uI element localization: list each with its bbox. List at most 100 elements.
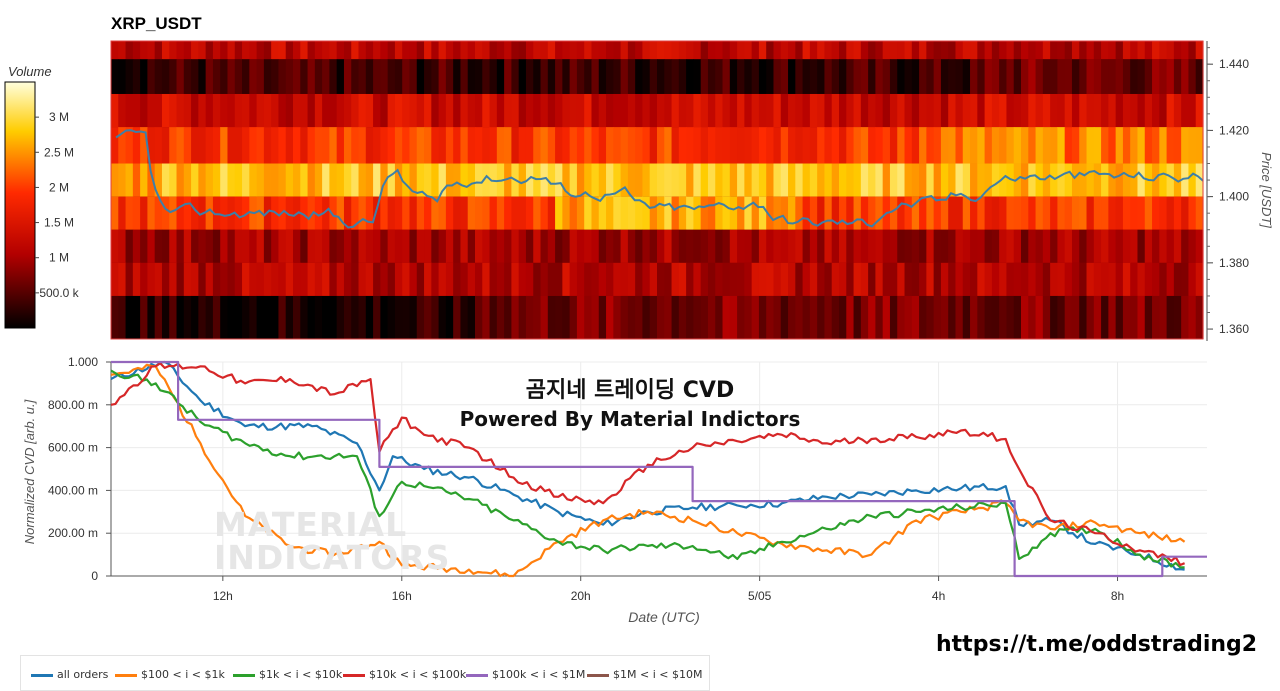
heatmap-cell [715,59,724,94]
heatmap-cell [394,262,403,296]
heatmap-cell [1028,59,1037,94]
legend-item[interactable]: $100k < i < $1M [466,668,585,681]
legend-label: $100k < i < $1M [492,668,586,681]
legend-item[interactable]: $10k < i < $100k [343,668,466,681]
heatmap-cell [562,229,571,263]
heatmap-cell [489,41,498,60]
heatmap-cell [1013,229,1022,263]
heatmap-cell [161,127,170,164]
heatmap-cell [1035,59,1044,94]
heatmap-cell [191,229,199,263]
heatmap-cell [1086,93,1095,128]
heatmap-cell [984,295,993,339]
legend-item[interactable]: $1k < i < $10k [233,668,342,681]
price-tick-label: 1.380 [1219,256,1249,270]
heatmap-cell [212,196,221,230]
heatmap-cell [205,295,214,339]
heatmap-cell [1086,262,1095,296]
heatmap-cell [729,262,738,296]
heatmap-cell [1064,127,1073,164]
heatmap-cell [802,196,811,230]
heatmap-cell [242,59,250,94]
channel-url[interactable]: https://t.me/oddstrading2 [936,632,1258,657]
heatmap-cell [1152,93,1160,128]
heatmap-cell [678,196,687,230]
heatmap-cell [212,295,221,339]
heatmap-cell [635,93,644,128]
heatmap-cell [176,295,185,339]
heatmap-cell [402,41,411,60]
colorbar-gradient [4,81,36,329]
heatmap-cell [1144,262,1153,296]
heatmap-cell [453,59,462,94]
heatmap-cell [365,229,374,263]
heatmap-cell [627,59,636,94]
heatmap-cell [1152,163,1160,197]
heatmap-cell [169,163,178,197]
heatmap-cell [1130,41,1139,60]
heatmap-cell [547,41,556,60]
heatmap-cell [562,295,571,339]
heatmap-cell [620,41,629,60]
legend-item[interactable]: all orders [31,668,108,681]
heatmap-cell [911,229,920,263]
heatmap-cell [1028,262,1037,296]
heatmap-cell [504,93,512,128]
heatmap-cell [868,127,876,164]
heatmap-cell [562,262,571,296]
heatmap-cell [635,127,644,164]
heatmap-cell [875,229,884,263]
heatmap-cell [1159,93,1168,128]
heatmap-cell [132,262,141,296]
heatmap-cell [1159,163,1168,197]
heatmap-cell [132,196,141,230]
heatmap-cell [1021,295,1029,339]
heatmap-cell [642,229,651,263]
heatmap-cell [475,196,483,230]
heatmap-cell [169,196,178,230]
heatmap-cell [613,59,622,94]
heatmap-cell [1115,196,1124,230]
heatmap-cell [147,93,156,128]
heatmap-cell [977,59,986,94]
heatmap-cell [183,93,192,128]
heatmap-cell [365,127,374,164]
heatmap-cell [744,41,753,60]
heatmap-cell [926,41,935,60]
heatmap-cell [664,93,673,128]
legend-item[interactable]: $100 < i < $1k [115,668,225,681]
heatmap-cell [970,93,978,128]
heatmap-cell [955,229,964,263]
heatmap-cell [882,127,891,164]
heatmap-cell [125,262,134,296]
heatmap-cell [1057,93,1066,128]
heatmap-cell [431,59,440,94]
heatmap-cell [467,196,476,230]
heatmap-cell [831,59,840,94]
heatmap-cell [657,41,665,60]
heatmap-cell [300,262,309,296]
heatmap-cell [1144,295,1153,339]
heatmap-cell [358,41,367,60]
heatmap-cell [351,262,360,296]
heatmap-cell [795,229,804,263]
heatmap-cell [962,295,971,339]
heatmap-cell [1144,41,1153,60]
heatmap-cell [678,295,687,339]
heatmap-cell [293,295,301,339]
heatmap-cell [933,196,942,230]
heatmap-cell [518,295,527,339]
heatmap-cell [613,262,622,296]
heatmap-cell [700,59,709,94]
heatmap-cell [1057,41,1066,60]
heatmap-cell [962,93,971,128]
heatmap-cell [365,295,374,339]
heatmap-cell [1028,295,1037,339]
heatmap-cell [868,93,876,128]
heatmap-cell [198,262,207,296]
legend-item[interactable]: $1M < i < $10M [587,668,702,681]
heatmap-cell [897,295,906,339]
heatmap-cell [256,229,265,263]
heatmap-cell [1101,41,1109,60]
heatmap-cell [169,127,178,164]
